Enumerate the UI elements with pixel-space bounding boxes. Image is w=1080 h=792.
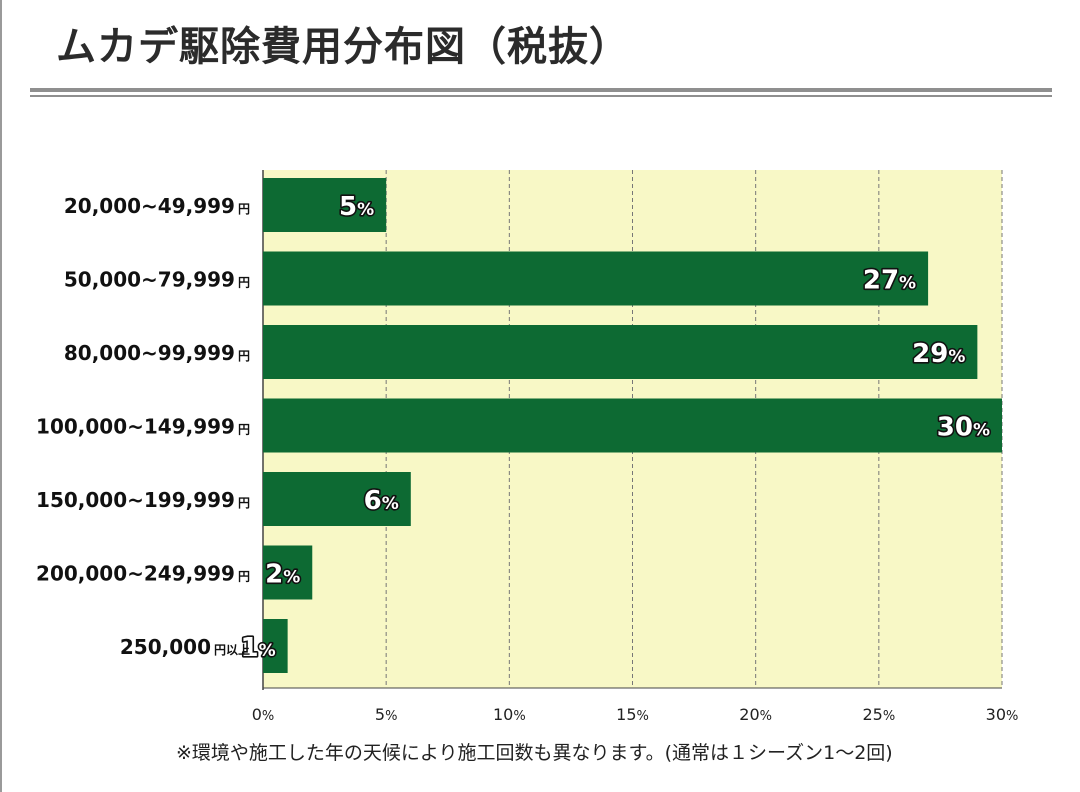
bar-5	[263, 545, 313, 600]
category-label-5: 200,000~249,999 円	[36, 562, 250, 586]
bar-2	[263, 325, 978, 379]
data-label-5: 2%	[265, 560, 300, 590]
data-label-6: 1%	[240, 633, 275, 663]
bar-6	[263, 619, 288, 673]
data-label-2: 29%	[912, 339, 965, 369]
x-tick-label-25: 25%	[862, 705, 895, 724]
x-tick-label-10: 10%	[493, 705, 526, 724]
data-label-0: 5%	[339, 192, 374, 222]
footnote: ※環境や施工した年の天候により施工回数も異なります。(通常は１シーズン1〜2回)	[176, 742, 893, 764]
data-label-1: 27%	[863, 266, 916, 296]
category-label-2: 80,000~99,999 円	[64, 341, 250, 365]
x-tick-label-5: 5%	[375, 705, 398, 724]
bar-1	[263, 251, 929, 306]
x-tick-label-30: 30%	[986, 705, 1019, 724]
x-tick-label-0: 0%	[252, 705, 275, 724]
data-label-3: 30%	[937, 413, 990, 443]
bar-4	[263, 472, 411, 526]
x-tick-label-20: 20%	[739, 705, 772, 724]
category-label-0: 20,000~49,999 円	[64, 194, 250, 218]
category-label-1: 50,000~79,999 円	[64, 268, 250, 292]
page-frame-edge	[0, 0, 2, 792]
bar-3	[263, 398, 1002, 453]
category-label-6: 250,000 円以上	[120, 635, 250, 659]
chart-title: ムカデ駆除費用分布図（税抜）	[56, 24, 630, 70]
title-underline-thick	[30, 88, 1052, 92]
category-label-4: 150,000~199,999 円	[36, 488, 250, 512]
title-underline-thin	[30, 95, 1052, 97]
bar-0	[263, 178, 387, 232]
category-label-3: 100,000~149,999 円	[36, 415, 250, 439]
x-tick-label-15: 15%	[616, 705, 649, 724]
data-label-4: 6%	[364, 486, 399, 516]
